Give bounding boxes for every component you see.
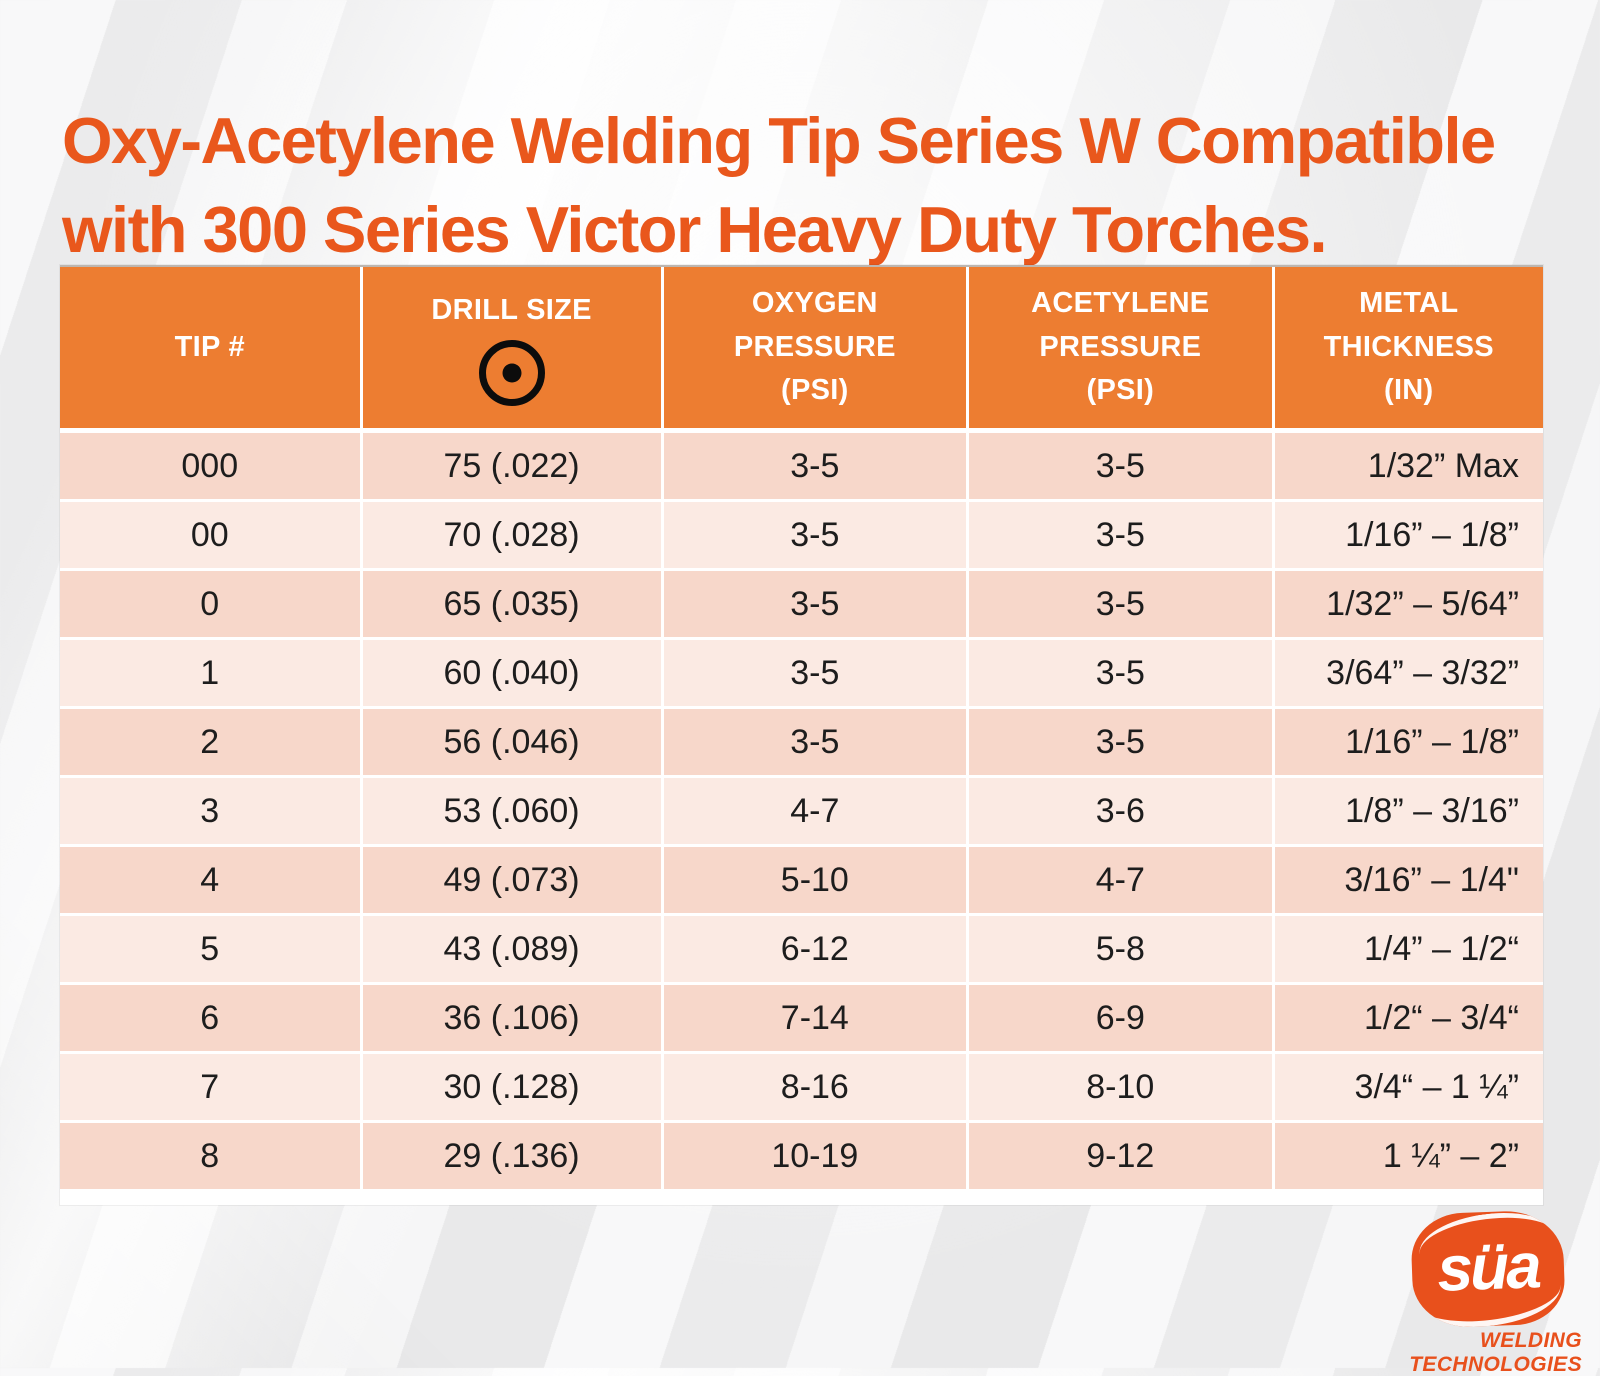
acetylene-pressure-cell: 9-12 [969,1123,1275,1189]
metal-thickness-cell: 1/32” – 5/64” [1274,571,1543,637]
table-row: 8 29 (.136) 10-19 9-12 1 ¼” – 2” [60,1123,1543,1192]
tip-number-cell: 1 [60,640,363,706]
table-row: 7 30 (.128) 8-16 8-10 3/4“ – 1 ¼” [60,1054,1543,1123]
table-body: 000 75 (.022) 3-5 3-5 1/32” Max 00 70 (.028) 3-… [60,433,1543,1192]
drill-size-cell: 30 (.128) [362,1054,664,1120]
tip-number-cell: 6 [60,985,363,1051]
table-header-row: TIP # DRILL SIZE OXYGEN PRESSURE (PSI) A… [60,267,1543,433]
metal-thickness-cell: 1 ¼” – 2” [1274,1123,1543,1189]
acetylene-pressure-cell: 6-9 [969,985,1275,1051]
table-row: 3 53 (.060) 4-7 3-6 1/8” – 3/16” [60,778,1543,847]
table-row: 5 43 (.089) 6-12 5-8 1/4” – 1/2“ [60,916,1543,985]
oxygen-pressure-cell: 5-10 [663,847,970,913]
acetylene-pressure-cell: 3-5 [969,433,1275,499]
oxygen-pressure-cell: 10-19 [663,1123,970,1189]
sua-tagline: WELDING TECHNOLOGIES [1409,1329,1582,1376]
oxygen-pressure-cell: 3-5 [663,571,970,637]
acetylene-pressure-cell: 8-10 [969,1054,1275,1120]
metal-thickness-cell: 1/2“ – 3/4“ [1274,985,1543,1051]
drill-size-cell: 49 (.073) [362,847,664,913]
drill-size-cell: 65 (.035) [362,571,664,637]
drill-size-cell: 36 (.106) [362,985,664,1051]
tip-number-cell: 5 [60,916,363,982]
metal-thickness-cell: 1/4” – 1/2“ [1274,916,1543,982]
tip-number-cell: 4 [60,847,363,913]
table-row: 1 60 (.040) 3-5 3-5 3/64” – 3/32” [60,640,1543,709]
oxygen-pressure-cell: 4-7 [663,778,970,844]
tip-number-cell: 2 [60,709,363,775]
drill-size-cell: 56 (.046) [362,709,664,775]
oxygen-pressure-cell: 3-5 [663,502,970,568]
welding-tip-spec-table: TIP # DRILL SIZE OXYGEN PRESSURE (PSI) A… [60,265,1543,1205]
drill-size-label: DRILL SIZE [431,293,592,326]
oxygen-pressure-cell: 8-16 [663,1054,970,1120]
column-header-oxygen-pressure: OXYGEN PRESSURE (PSI) [664,267,970,428]
page-title: Oxy-Acetylene Welding Tip Series W Compa… [62,103,1496,267]
acetylene-pressure-cell: 5-8 [969,916,1275,982]
table-row: 00 70 (.028) 3-5 3-5 1/16” – 1/8” [60,502,1543,571]
metal-thickness-cell: 3/4“ – 1 ¼” [1274,1054,1543,1120]
table-row: 0 65 (.035) 3-5 3-5 1/32” – 5/64” [60,571,1543,640]
column-header-drill-size: DRILL SIZE [363,267,664,428]
drill-size-cell: 75 (.022) [362,433,664,499]
sua-brand-text: süa [1436,1229,1540,1305]
oxygen-pressure-cell: 3-5 [663,640,970,706]
oxygen-pressure-cell: 7-14 [663,985,970,1051]
drill-size-cell: 70 (.028) [362,502,664,568]
metal-thickness-cell: 3/64” – 3/32” [1274,640,1543,706]
drill-size-cell: 43 (.089) [362,916,664,982]
acetylene-pressure-cell: 3-5 [969,571,1275,637]
oxygen-pressure-cell: 6-12 [663,916,970,982]
tip-number-cell: 3 [60,778,363,844]
column-header-acetylene-pressure: ACETYLENE PRESSURE (PSI) [969,267,1275,428]
tip-number-cell: 00 [60,502,363,568]
column-header-metal-thickness: METAL THICKNESS (IN) [1323,287,1494,407]
table-row: 6 36 (.106) 7-14 6-9 1/2“ – 3/4“ [60,985,1543,1054]
tip-number-cell: 0 [60,571,363,637]
metal-thickness-cell: 1/32” Max [1274,433,1543,499]
metal-thickness-cell: 1/8” – 3/16” [1274,778,1543,844]
oxygen-pressure-cell: 3-5 [663,433,970,499]
acetylene-pressure-cell: 4-7 [969,847,1275,913]
column-header-tip-number: TIP # [60,267,363,428]
tip-number-cell: 000 [60,433,363,499]
acetylene-pressure-cell: 3-6 [969,778,1275,844]
sua-logo: süa WELDING TECHNOLOGIES [1398,1209,1582,1376]
metal-thickness-cell: 1/16” – 1/8” [1274,709,1543,775]
drill-size-cell: 53 (.060) [362,778,664,844]
table-row: 4 49 (.073) 5-10 4-7 3/16” – 1/4" [60,847,1543,916]
drill-orifice-icon [478,340,545,407]
table-row: 000 75 (.022) 3-5 3-5 1/32” Max [60,433,1543,502]
tip-number-cell: 7 [60,1054,363,1120]
sua-logo-badge: süa [1410,1209,1566,1329]
metal-thickness-cell: 3/16” – 1/4" [1274,847,1543,913]
drill-size-cell: 60 (.040) [362,640,664,706]
metal-thickness-cell: 1/16” – 1/8” [1274,502,1543,568]
tip-number-cell: 8 [60,1123,363,1189]
oxygen-pressure-cell: 3-5 [663,709,970,775]
acetylene-pressure-cell: 3-5 [969,640,1275,706]
acetylene-pressure-cell: 3-5 [969,502,1275,568]
table-row: 2 56 (.046) 3-5 3-5 1/16” – 1/8” [60,709,1543,778]
drill-size-cell: 29 (.136) [362,1123,664,1189]
acetylene-pressure-cell: 3-5 [969,709,1275,775]
